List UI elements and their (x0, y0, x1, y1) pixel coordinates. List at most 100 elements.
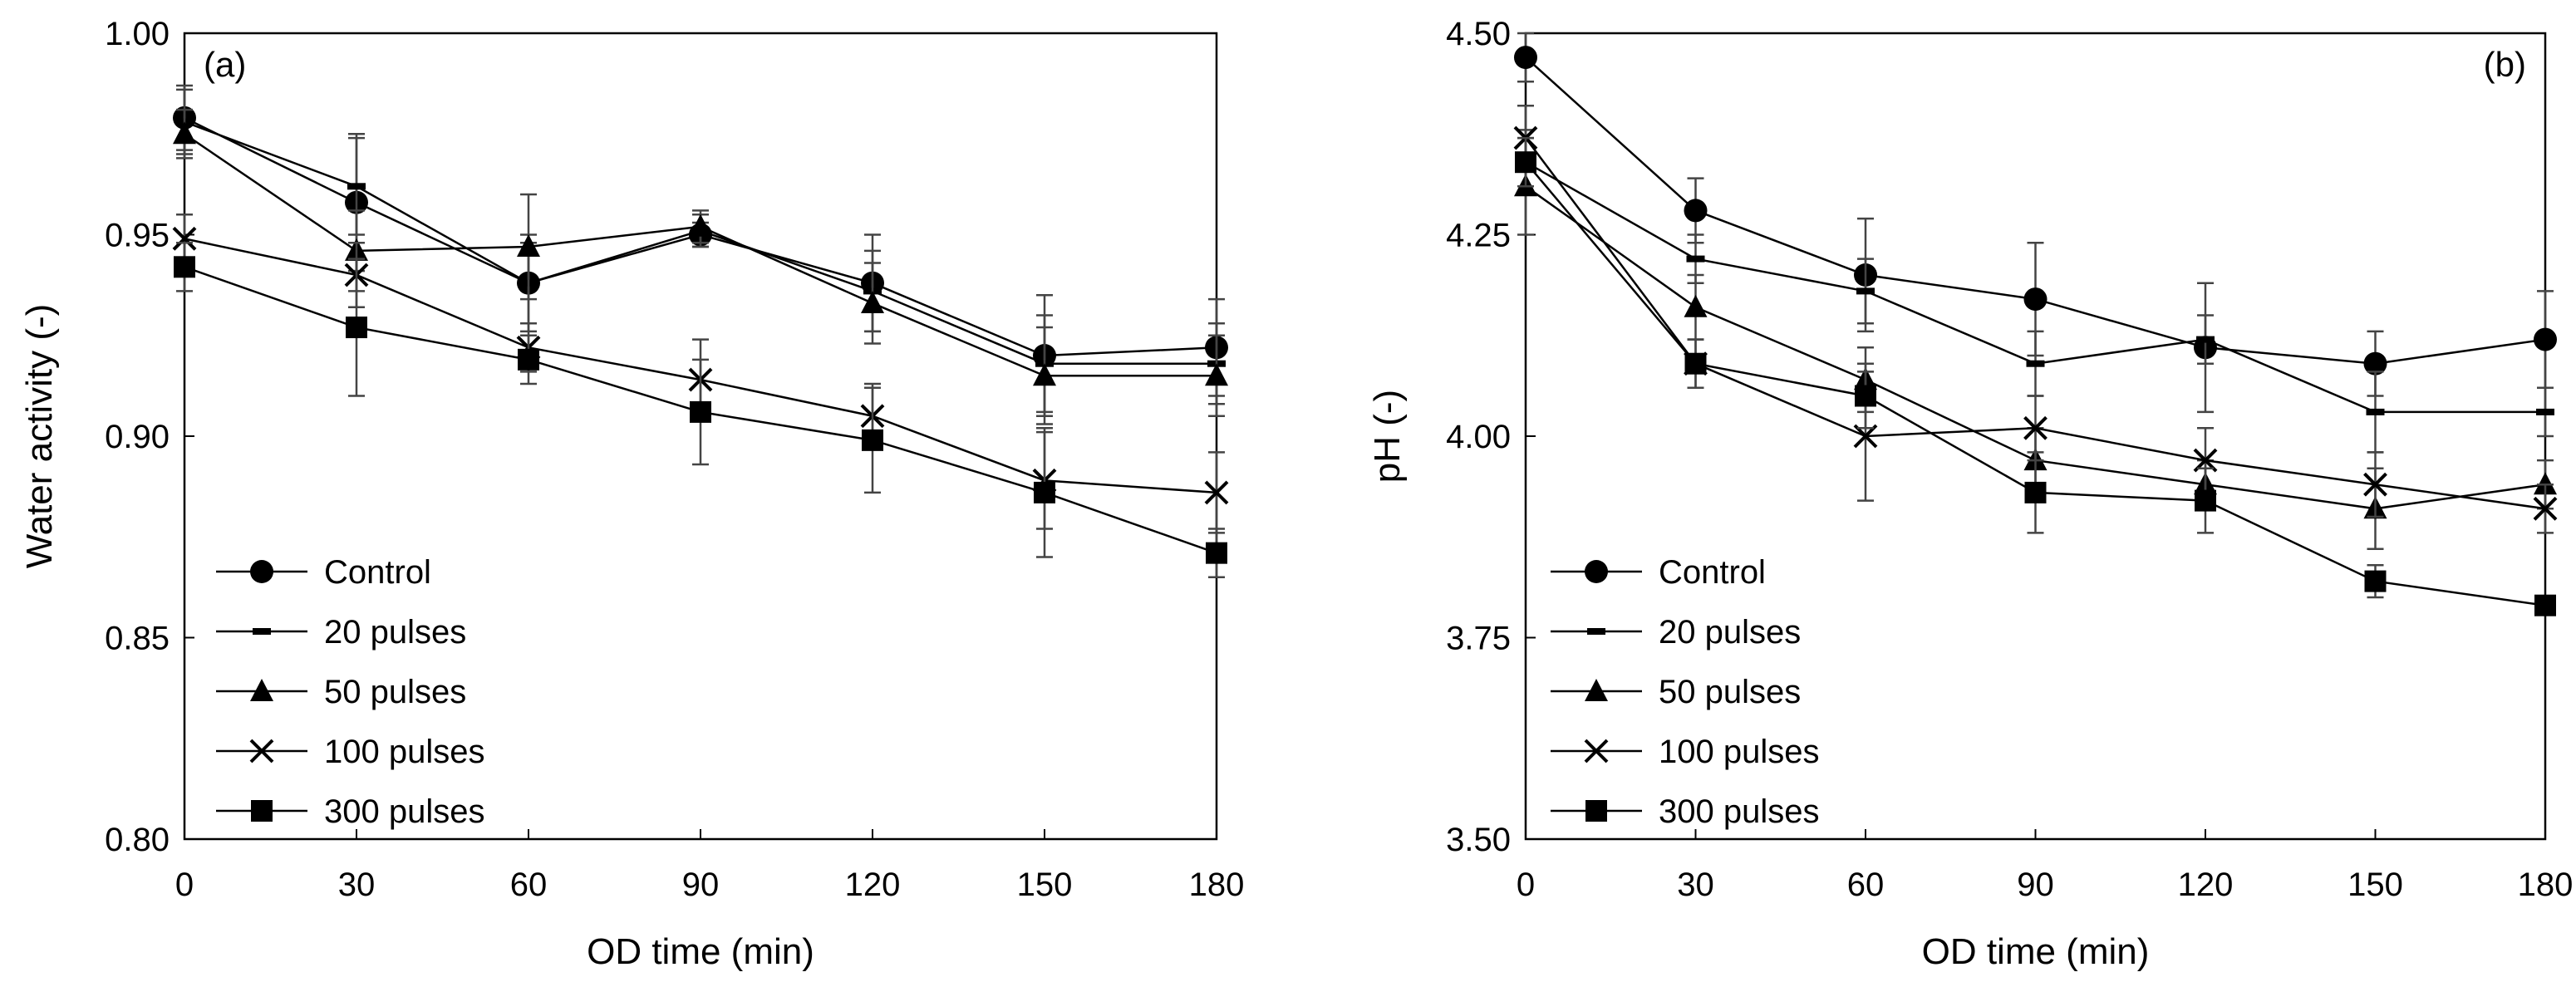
y-tick-label: 1.00 (105, 16, 170, 52)
legend-label: 20 pulses (324, 614, 466, 651)
legend-marker (1585, 679, 1608, 701)
legend-marker-stroke-2 (249, 739, 274, 764)
legend-marker (250, 560, 273, 583)
legend-label: 100 pulses (1659, 734, 1819, 770)
y-tick-label: 3.75 (1446, 621, 1511, 657)
legend-label: 300 pulses (1659, 793, 1819, 830)
y-axis-title: Water activity (-) (19, 304, 60, 569)
legend: Control 20 pulses 50 pulses 100 pulses 300 p… (216, 554, 484, 830)
data-point (689, 214, 712, 237)
data-point (173, 121, 196, 145)
y-tick-label: 3.50 (1446, 822, 1511, 858)
x-axis-title: OD time (min) (1922, 931, 2150, 972)
legend: Control 20 pulses 50 pulses 100 pulses 300 p… (1551, 554, 1819, 830)
data-point (2366, 408, 2385, 415)
x-axis-title: OD time (min) (587, 931, 814, 972)
legend-label: 300 pulses (324, 793, 484, 830)
panel-label: (a) (204, 45, 246, 84)
x-tick-label: 180 (1189, 867, 1245, 903)
legend-marker (1585, 560, 1608, 583)
legend-marker (1585, 800, 1607, 822)
legend-marker (250, 679, 273, 701)
panel-label: (b) (2484, 45, 2526, 84)
x-tick-label: 0 (175, 867, 194, 903)
legend-label: 20 pulses (1659, 614, 1801, 651)
data-point (1684, 199, 1708, 223)
series-300-pulses (174, 241, 1227, 578)
data-point (2363, 351, 2387, 376)
data-point (172, 226, 197, 251)
y-axis-title: pH (-) (1367, 390, 1408, 483)
x-tick-label: 30 (1677, 867, 1714, 903)
data-point-stroke-2 (172, 226, 197, 251)
panel-a: 0.80 0.85 0.90 0.95 1.00 0 30 60 90 120 150 180 OD t… (19, 16, 1244, 972)
legend-marker (1584, 739, 1609, 764)
legend-label: Control (324, 554, 431, 591)
y-tick-label: 0.80 (105, 822, 170, 858)
data-point (2195, 489, 2216, 512)
x-tick-label: 150 (1017, 867, 1073, 903)
data-point (346, 317, 367, 339)
data-point (2536, 408, 2554, 415)
data-point (2364, 570, 2387, 592)
data-point (517, 234, 540, 258)
data-point (2533, 496, 2558, 521)
x-tick-label: 150 (2347, 867, 2403, 903)
x-tick-label: 90 (682, 867, 720, 903)
legend-marker (1587, 628, 1605, 635)
x-tick-label: 60 (1847, 867, 1885, 903)
data-point (1033, 363, 1056, 386)
x-tick-label: 90 (2017, 867, 2054, 903)
data-point (174, 256, 195, 278)
legend-marker (253, 628, 271, 635)
data-point (2024, 481, 2047, 503)
legend-label: 100 pulses (324, 734, 484, 770)
y-tick-label: 4.50 (1446, 16, 1511, 52)
data-point (2196, 336, 2215, 343)
y-tick-label: 0.90 (105, 419, 170, 455)
data-point (2363, 472, 2387, 497)
data-point (1684, 352, 1707, 375)
x-tick-label: 120 (2178, 867, 2234, 903)
x-tick-label: 180 (2518, 867, 2574, 903)
x-tick-label: 0 (1517, 867, 1535, 903)
y-tick-label: 0.85 (105, 621, 170, 657)
data-point (1206, 542, 1227, 564)
legend-label: 50 pulses (1659, 674, 1801, 710)
data-point (2026, 360, 2045, 367)
legend-marker (249, 739, 274, 764)
y-tick-label: 4.00 (1446, 419, 1511, 455)
legend-label: Control (1659, 554, 1766, 591)
data-point-stroke-2 (2533, 496, 2558, 521)
data-point (2023, 415, 2048, 440)
data-point (2023, 287, 2048, 312)
legend-label: 50 pulses (324, 674, 466, 710)
data-point (2534, 594, 2556, 616)
data-point-stroke-2 (2023, 415, 2048, 440)
data-point (1205, 363, 1228, 386)
data-point (861, 290, 884, 313)
y-tick-label: 0.95 (105, 218, 170, 254)
x-tick-label: 60 (510, 867, 548, 903)
data-point (2534, 327, 2557, 351)
data-point (1686, 255, 1705, 263)
x-tick-label: 30 (338, 867, 376, 903)
data-point (690, 400, 711, 423)
data-point (862, 429, 883, 451)
data-point (1204, 480, 1229, 505)
data-point (518, 348, 539, 371)
data-point (347, 183, 366, 190)
data-point (1034, 481, 1055, 503)
data-point (1684, 294, 1708, 317)
legend-marker (251, 800, 273, 822)
data-point (2534, 472, 2557, 495)
data-point (1855, 385, 1876, 407)
data-point-stroke-2 (1204, 480, 1229, 505)
panel-b: 3.50 3.75 4.00 4.25 4.50 0 30 60 90 120 150 180 OD t… (1367, 16, 2573, 972)
legend-marker-stroke-2 (1584, 739, 1609, 764)
data-point (1514, 46, 1537, 70)
series-300-pulses (1515, 136, 2556, 616)
data-point (1856, 287, 1875, 295)
data-point-stroke-2 (2363, 472, 2387, 497)
